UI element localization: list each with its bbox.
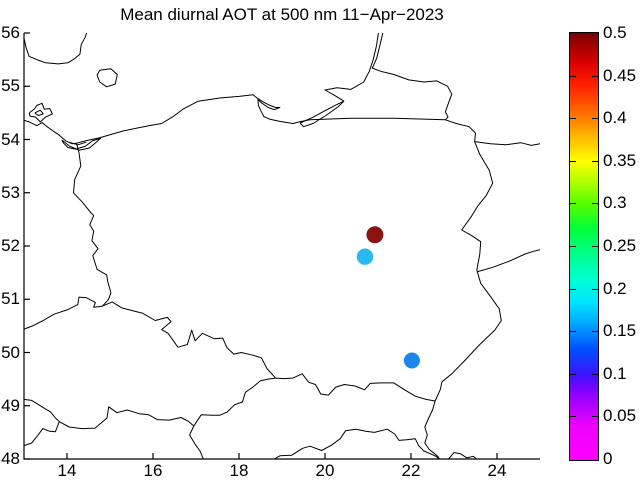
colorbar-tick-mark xyxy=(592,416,598,417)
map-line-szczecin-lagoon xyxy=(61,137,101,151)
colorbar-tick-mark xyxy=(592,118,598,119)
y-tick-label: 55 xyxy=(1,76,20,96)
colorbar-tick-mark xyxy=(570,161,576,162)
x-tick-label: 24 xyxy=(487,461,507,480)
colorbar-tick-mark xyxy=(592,331,598,332)
x-tick-label: 14 xyxy=(57,461,77,480)
colorbar-tick-mark xyxy=(570,203,576,204)
colorbar-tick-label: 0.35 xyxy=(603,150,637,170)
colorbar-tick-mark xyxy=(570,246,576,247)
chart-title: Mean diurnal AOT at 500 nm 11−Apr−2023 xyxy=(120,5,444,24)
aot-data-point xyxy=(356,248,374,265)
map-line-sweden-coast xyxy=(24,33,88,65)
map-line-slovakia-austria-border xyxy=(189,425,204,459)
colorbar-tick-label: 0.25 xyxy=(603,236,637,255)
map-line-poland-slovakia-border xyxy=(275,373,436,402)
y-tick-label: 53 xyxy=(1,182,20,202)
colorbar-tick-mark xyxy=(570,289,576,290)
axes-lines xyxy=(23,33,540,460)
map-line-slovakia-hungary-border xyxy=(273,428,441,459)
colorbar-tick-label: 0.3 xyxy=(603,193,627,213)
colorbar-tick-label: 0.45 xyxy=(603,65,637,85)
map-line-czech-germany-border-southwest xyxy=(24,398,60,423)
map-line-wolin-inlet xyxy=(69,141,87,146)
aot-data-point xyxy=(366,226,384,244)
map-line-czech-germany-border-north xyxy=(24,296,103,330)
colorbar-tick-mark xyxy=(592,246,598,247)
map-line-czech-slovakia-border xyxy=(193,377,276,427)
map-line-vistula-lagoon xyxy=(299,100,345,128)
map-line-austria-germany-border xyxy=(24,421,60,447)
map-line-bornholm-island xyxy=(96,68,118,88)
colorbar-tick-label: 0.4 xyxy=(603,108,627,128)
map-line-poland-czech-border xyxy=(102,301,276,379)
map-line-lithuania-belarus-border xyxy=(474,141,540,146)
map-line-ukraine-hungary-border xyxy=(447,452,478,459)
colorbar-tick-mark xyxy=(570,416,576,417)
y-tick-label: 48 xyxy=(1,449,20,468)
map-line-belarus-ukraine-border xyxy=(477,249,540,273)
colorbar-tick-mark xyxy=(570,331,576,332)
map-line-poland-germany-border xyxy=(73,143,112,307)
map-line-polish-coast xyxy=(76,94,310,144)
x-tick-label: 20 xyxy=(315,461,335,480)
map-line-czech-austria-border xyxy=(59,406,195,430)
x-tick-label: 22 xyxy=(401,461,421,480)
y-tick-label: 52 xyxy=(1,236,20,255)
map-line-poland-east-border xyxy=(434,141,502,402)
colorbar-tick-label: 0 xyxy=(603,449,613,468)
map-line-lithuania-coast-neman xyxy=(371,33,453,121)
colorbar-tick-label: 0.05 xyxy=(603,406,637,426)
colorbar-tick-mark xyxy=(570,374,576,375)
x-tick-label: 18 xyxy=(229,461,249,480)
map-line-german-coast xyxy=(24,119,77,145)
colorbar-tick-mark xyxy=(592,289,598,290)
colorbar-tick-label: 0.15 xyxy=(603,321,637,341)
y-tick-label: 49 xyxy=(1,395,20,415)
map-line-ruegen-island xyxy=(28,102,53,123)
map-line-slovakia-ukraine-border xyxy=(424,400,441,459)
map-line-ruegen-lagoon xyxy=(34,109,44,116)
y-tick-label: 54 xyxy=(1,129,20,149)
colorbar-tick-mark xyxy=(570,118,576,119)
colorbar-tick-mark xyxy=(592,374,598,375)
map-line-kaliningrad-coast-curonian-spit xyxy=(324,33,379,102)
colorbar-tick-mark xyxy=(570,76,576,77)
aot-data-point xyxy=(403,352,420,369)
colorbar-tick-label: 0.5 xyxy=(603,23,627,42)
colorbar-tick-label: 0.1 xyxy=(603,363,627,383)
map-line-poland-lithuania-border xyxy=(445,119,476,142)
colorbar-tick-label: 0.2 xyxy=(603,278,627,298)
y-tick-label: 56 xyxy=(1,23,20,42)
y-tick-label: 51 xyxy=(1,289,20,309)
colorbar-tick-mark xyxy=(592,203,598,204)
x-tick-label: 16 xyxy=(143,461,163,480)
colorbar-tick-mark xyxy=(592,161,598,162)
colorbar-tick-mark xyxy=(592,76,598,77)
y-tick-label: 50 xyxy=(1,342,20,362)
map-line-poland-russia-border xyxy=(309,117,446,121)
